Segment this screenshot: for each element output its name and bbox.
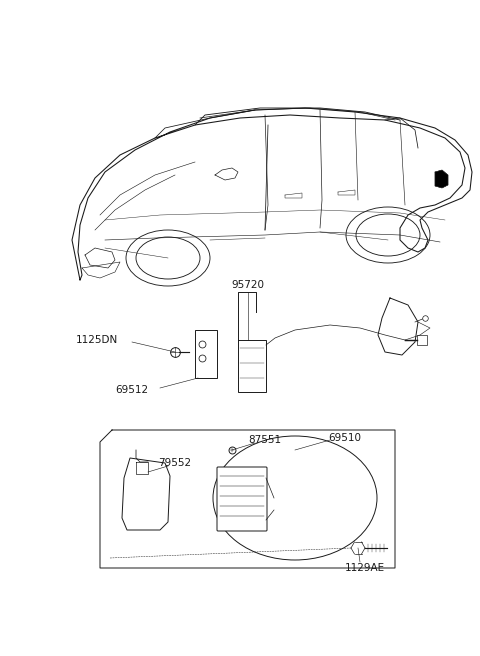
Text: 69512: 69512: [115, 385, 148, 395]
Ellipse shape: [213, 436, 377, 560]
Text: 1125DN: 1125DN: [76, 335, 118, 345]
FancyBboxPatch shape: [238, 340, 266, 392]
Text: 95720: 95720: [231, 280, 264, 290]
Text: 87551: 87551: [248, 435, 281, 445]
Text: 1129AE: 1129AE: [345, 563, 385, 573]
FancyBboxPatch shape: [217, 467, 267, 531]
FancyBboxPatch shape: [195, 330, 217, 378]
Polygon shape: [122, 458, 170, 530]
FancyBboxPatch shape: [417, 335, 427, 345]
Text: 79552: 79552: [158, 458, 191, 468]
Polygon shape: [435, 170, 448, 188]
Text: 69510: 69510: [328, 433, 361, 443]
